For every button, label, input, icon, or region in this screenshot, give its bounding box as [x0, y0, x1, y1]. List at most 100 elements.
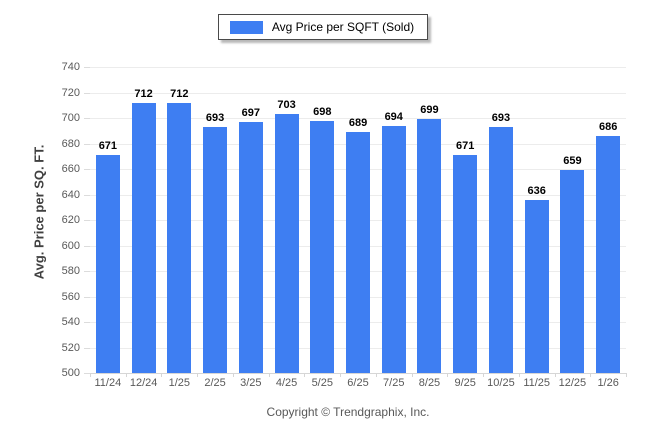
- y-tick-label: 640: [61, 188, 80, 201]
- bar-slot: 698: [304, 67, 340, 373]
- bar-value-label: 698: [313, 105, 332, 118]
- bar-slot: 689: [340, 67, 376, 373]
- bar-slot: 671: [90, 67, 126, 373]
- bar-slot: 671: [447, 67, 483, 373]
- y-tickmark: [84, 169, 90, 170]
- bar-slot: 686: [590, 67, 626, 373]
- bar-value-label: 671: [456, 139, 475, 152]
- bar: [310, 120, 335, 373]
- y-tickmark: [84, 296, 90, 298]
- bar: [381, 125, 406, 373]
- y-tick-label: 520: [61, 341, 80, 354]
- bar-value-label: 689: [348, 117, 368, 130]
- bar: [167, 102, 192, 373]
- x-tick-label: 2/25: [204, 377, 226, 389]
- y-axis-labels: 500 520 540 560 580 600 620 640 660 680 700 720 740: [0, 61, 80, 379]
- bar-value-label: 699: [420, 104, 439, 117]
- y-tickmark: [84, 67, 90, 68]
- bar-value-label: 636: [527, 184, 546, 197]
- bar-value-label: 693: [205, 111, 225, 124]
- bar-slot: 712: [126, 67, 162, 373]
- x-tickmark: [197, 373, 199, 377]
- y-tickmark: [84, 118, 90, 119]
- x-tick-label: 9/25: [454, 377, 476, 389]
- x-tickmark: [340, 373, 342, 377]
- x-tickmark: [161, 373, 163, 377]
- legend-label: Avg Price per SQFT (Sold): [271, 20, 415, 34]
- bar-slot: 699: [412, 67, 448, 373]
- y-tick-label: 600: [61, 239, 80, 252]
- bar: [274, 114, 299, 373]
- legend: Avg Price per SQFT (Sold): [0, 14, 646, 40]
- bar-value-label: 659: [563, 155, 582, 168]
- x-tickmark: [125, 373, 127, 377]
- bar-slot: 659: [555, 67, 591, 373]
- bar-slot: 693: [483, 67, 519, 373]
- x-tickmark: [447, 373, 449, 377]
- bar-slot: 712: [161, 67, 197, 373]
- y-tickmark: [84, 194, 90, 196]
- bar-value-label: 712: [134, 87, 153, 100]
- x-tickmark: [518, 373, 520, 377]
- y-tick-label: 560: [61, 290, 80, 303]
- legend-swatch-icon: [229, 20, 263, 34]
- bar-slot: 703: [269, 67, 305, 373]
- x-tick-label: 12/25: [558, 377, 587, 389]
- y-tick-label: 720: [61, 86, 80, 99]
- bar-value-label: 693: [491, 111, 511, 124]
- bar: [560, 170, 585, 373]
- x-tick-label: 1/26: [597, 377, 619, 389]
- gridline: [90, 92, 626, 94]
- x-tickmark: [375, 373, 377, 377]
- bar-slot: 694: [376, 67, 412, 373]
- y-tickmark: [84, 322, 90, 323]
- x-tick-label: 8/25: [418, 377, 441, 389]
- bar-value-label: 686: [598, 120, 618, 133]
- gridline: [90, 67, 626, 68]
- x-tick-label: 11/25: [523, 377, 551, 389]
- y-tick-label: 680: [61, 137, 80, 150]
- bar-value-label: 712: [170, 87, 189, 100]
- y-tickmark: [84, 347, 90, 349]
- x-tickmark: [304, 373, 306, 377]
- x-tickmark: [483, 373, 485, 377]
- x-tickmark: [268, 373, 270, 377]
- x-tick-label: 5/25: [311, 377, 333, 389]
- bar: [524, 199, 549, 373]
- bar-value-label: 703: [277, 99, 296, 112]
- bar: [346, 132, 370, 373]
- y-tickmark: [84, 143, 90, 145]
- bar-slot: 636: [519, 67, 555, 373]
- bar-value-label: 671: [98, 139, 118, 152]
- bar-value-label: 694: [384, 110, 403, 123]
- bar: [488, 126, 513, 373]
- x-tick-label: 4/25: [275, 377, 298, 389]
- x-tickmark: [232, 373, 234, 377]
- x-tickmark: [411, 373, 413, 377]
- x-tick-label: 3/25: [240, 377, 262, 389]
- legend-box: Avg Price per SQFT (Sold): [217, 14, 429, 40]
- bar: [417, 119, 442, 373]
- y-tick-label: 540: [61, 316, 80, 328]
- plot-area: 671 712 712 693 697 703 698 689 694 699 671 693 636 6…: [84, 67, 627, 377]
- bar: [131, 102, 156, 373]
- y-tickmark: [84, 373, 90, 374]
- x-tick-label: 1/25: [168, 377, 191, 389]
- bar: [453, 154, 478, 373]
- bars: 671 712 712 693 697 703 698 689 694 699 671 693 636 6…: [90, 67, 626, 373]
- x-tick-label: 10/25: [487, 377, 515, 389]
- footer: Copyright © Trendgraphix, Inc.: [50, 403, 646, 421]
- y-tickmark: [84, 92, 90, 94]
- x-tickmark: [554, 373, 556, 377]
- gridline: [90, 118, 626, 119]
- x-tick-label: 7/25: [383, 377, 405, 389]
- y-tick-label: 620: [61, 214, 80, 226]
- x-axis-labels: 11/24 12/24 1/25 2/25 3/25 4/25 5/25 6/25 7/25 8/…: [90, 377, 626, 389]
- bar-value-label: 697: [241, 106, 260, 119]
- x-tickmark: [90, 373, 91, 377]
- bar-slot: 697: [233, 67, 269, 373]
- bar: [203, 126, 228, 373]
- y-tick-label: 580: [61, 265, 80, 277]
- x-tick-label: 6/25: [347, 377, 369, 389]
